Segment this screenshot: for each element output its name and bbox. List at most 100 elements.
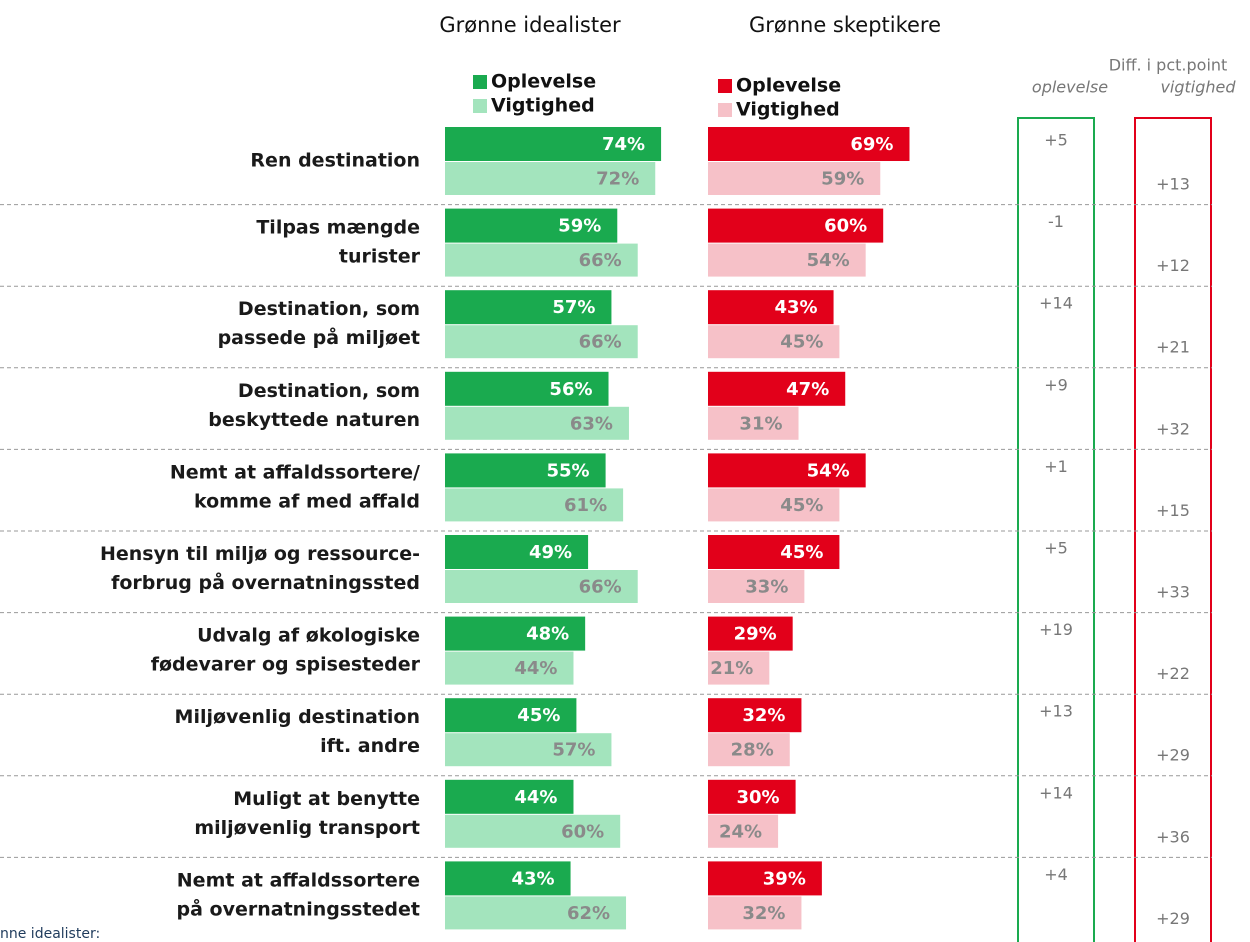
diff-value: +13 — [1156, 175, 1190, 194]
value-label: 61% — [564, 495, 607, 516]
value-label: 28% — [731, 740, 774, 761]
bar — [708, 535, 840, 569]
bar — [445, 733, 612, 767]
value-label: 74% — [602, 134, 645, 155]
bar — [708, 371, 846, 406]
value-label: 45% — [780, 332, 823, 353]
value-label: 39% — [763, 868, 806, 889]
bar — [708, 896, 802, 930]
category-label: Muligt at benytte — [233, 788, 420, 810]
bar — [708, 488, 840, 522]
bar — [445, 290, 612, 325]
bar — [445, 127, 662, 161]
bar — [445, 406, 629, 440]
bar — [445, 570, 638, 603]
value-label: 30% — [737, 787, 780, 808]
bar — [708, 814, 779, 848]
diff-value: +13 — [1039, 702, 1073, 721]
diff-column-label: vigtighed — [1160, 78, 1236, 97]
diff-value: +22 — [1156, 664, 1190, 683]
bar — [445, 243, 638, 277]
value-label: 54% — [807, 460, 850, 481]
diff-value: +14 — [1039, 294, 1073, 313]
value-label: 57% — [552, 297, 595, 318]
bar — [708, 406, 799, 440]
diff-box — [1134, 117, 1212, 942]
value-label: 48% — [526, 624, 569, 645]
panel-title: Grønne skeptikere — [749, 13, 941, 37]
bar — [708, 616, 793, 651]
value-label: 44% — [514, 787, 557, 808]
bar — [708, 779, 796, 814]
diff-value: +15 — [1156, 501, 1190, 520]
category-label: turister — [339, 246, 421, 268]
bar — [708, 127, 910, 161]
bar — [445, 896, 627, 930]
category-label: Miljøvenlig destination — [175, 706, 420, 728]
bar — [445, 814, 621, 848]
legend-label: Vigtighed — [491, 95, 595, 117]
bar — [445, 488, 624, 522]
bar — [445, 698, 577, 733]
legend-label: Vigtighed — [736, 99, 840, 121]
bar — [445, 453, 606, 488]
bar — [445, 651, 574, 685]
diff-value: +1 — [1044, 457, 1068, 476]
value-label: 47% — [786, 379, 829, 400]
value-label: 54% — [807, 250, 850, 271]
category-label: Nemt at affaldssortere — [177, 869, 420, 891]
bar — [445, 616, 586, 651]
category-label: på overnatningsstedet — [177, 896, 420, 920]
category-label: beskyttede naturen — [208, 409, 420, 431]
bar — [708, 861, 822, 896]
value-label: 32% — [742, 903, 785, 924]
value-label: 33% — [745, 577, 788, 598]
value-label: 72% — [596, 169, 639, 190]
value-label: 63% — [570, 413, 613, 434]
category-label: fødevarer og spisesteder — [151, 654, 421, 676]
footnote: nne idealister: — [0, 926, 100, 942]
value-label: 43% — [511, 868, 554, 889]
value-label: 56% — [549, 379, 592, 400]
value-label: 55% — [547, 460, 590, 481]
diff-title: Diff. i pct.point — [1109, 56, 1228, 75]
category-label: komme af med affald — [194, 490, 420, 512]
bar — [708, 325, 840, 359]
value-label: 66% — [579, 332, 622, 353]
diff-value: +14 — [1039, 783, 1073, 802]
bar — [445, 162, 656, 195]
value-label: 66% — [579, 250, 622, 271]
bar — [445, 779, 574, 814]
value-label: 59% — [558, 216, 601, 237]
bar — [445, 208, 618, 243]
value-label: 24% — [719, 821, 762, 842]
category-label: Nemt at affaldssortere/ — [170, 461, 420, 483]
legend-swatch — [473, 75, 487, 89]
bar — [445, 371, 609, 406]
value-label: 49% — [529, 542, 572, 563]
value-label: 59% — [821, 169, 864, 190]
category-label: passede på miljøet — [218, 325, 420, 349]
bar — [445, 325, 638, 359]
value-label: 31% — [739, 413, 782, 434]
diff-value: +29 — [1156, 909, 1190, 928]
category-label: Destination, som — [238, 298, 420, 320]
category-label: Hensyn til miljø og ressource- — [100, 543, 420, 565]
value-label: 29% — [734, 624, 777, 645]
legend-swatch — [718, 103, 732, 117]
bar — [708, 733, 790, 767]
panel-title: Grønne idealister — [439, 13, 621, 37]
bar — [708, 162, 881, 195]
diff-value: +4 — [1044, 865, 1068, 884]
value-label: 43% — [774, 297, 817, 318]
diff-value: +9 — [1044, 375, 1068, 394]
value-label: 45% — [517, 705, 560, 726]
category-label: Destination, som — [238, 380, 420, 402]
diff-value: +29 — [1156, 746, 1190, 765]
value-label: 60% — [824, 216, 867, 237]
legend-label: Oplevelse — [491, 71, 596, 93]
bar — [708, 290, 834, 325]
category-label: ift. andre — [320, 735, 420, 757]
legend-swatch — [718, 79, 732, 93]
